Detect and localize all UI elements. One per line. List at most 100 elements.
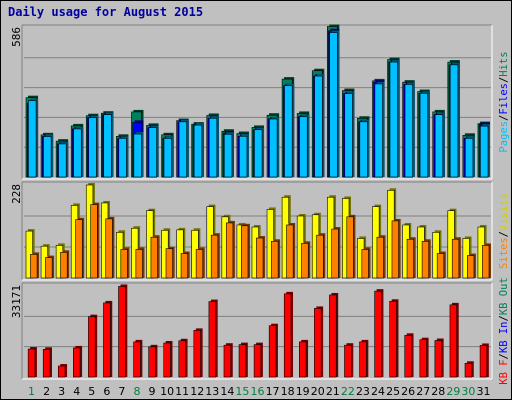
bar-kbf-day-6 bbox=[103, 302, 111, 378]
bar-kbf-day-16 bbox=[253, 344, 262, 378]
bar-pages-day-15 bbox=[239, 136, 248, 178]
bar-sites-day-25 bbox=[391, 220, 399, 279]
bar-sites-day-4 bbox=[75, 219, 83, 279]
bar-kbf-day-23 bbox=[359, 341, 367, 378]
day-label: 8 bbox=[133, 385, 140, 398]
series-label-part: KB Out bbox=[498, 277, 510, 315]
bar-kbf-day-26 bbox=[404, 335, 412, 378]
chart-title: Daily usage for August 2015 bbox=[8, 5, 203, 19]
day-label: 20 bbox=[311, 385, 325, 398]
day-label: 29 bbox=[446, 385, 460, 398]
day-label: 3 bbox=[58, 385, 65, 398]
day-label: 11 bbox=[175, 385, 189, 398]
bar-kbf-day-24 bbox=[374, 290, 382, 378]
bar-kbf-day-30 bbox=[464, 362, 473, 378]
bar-sites-day-18 bbox=[286, 224, 294, 279]
bar-sites-day-3 bbox=[60, 252, 68, 279]
bar-sites-day-9 bbox=[150, 236, 158, 279]
bar-pages-day-12 bbox=[193, 124, 203, 178]
bar-sites-day-28 bbox=[436, 253, 445, 279]
bar-pages-day-6 bbox=[103, 114, 112, 178]
day-label: 30 bbox=[461, 385, 475, 398]
day-label: 16 bbox=[251, 385, 265, 398]
bar-kbf-day-28 bbox=[434, 340, 442, 378]
bar-kbf-day-18 bbox=[283, 293, 292, 378]
bar-pages-day-31 bbox=[480, 125, 489, 178]
bar-kbf-day-14 bbox=[223, 344, 232, 378]
day-label: 7 bbox=[118, 385, 125, 398]
bar-pages-day-1 bbox=[28, 100, 37, 178]
day-label: 23 bbox=[356, 385, 370, 398]
bar-pages-day-9 bbox=[148, 127, 157, 178]
day-label: 28 bbox=[431, 385, 445, 398]
series-label-part: / bbox=[498, 115, 510, 121]
bar-pages-day-29 bbox=[449, 64, 459, 178]
bar-kbf-day-25 bbox=[389, 300, 397, 378]
series-label-part: Visits bbox=[498, 193, 510, 231]
bar-kbf-day-2 bbox=[42, 348, 51, 378]
day-label: 2 bbox=[43, 385, 50, 398]
day-label: 17 bbox=[266, 385, 280, 398]
bar-kbf-day-8 bbox=[133, 341, 141, 378]
day-label: 31 bbox=[476, 385, 490, 398]
bar-sites-day-13 bbox=[210, 234, 219, 279]
day-label: 12 bbox=[190, 385, 204, 398]
bar-kbf-day-20 bbox=[314, 308, 322, 378]
day-label: 22 bbox=[341, 385, 355, 398]
bar-kbf-day-7 bbox=[118, 286, 126, 378]
bar-sites-day-21 bbox=[331, 228, 339, 279]
bar-sites-day-11 bbox=[180, 253, 189, 279]
bar-pages-day-26 bbox=[404, 84, 413, 178]
series-label-bottom: KB F/KB In/KB Out bbox=[498, 277, 510, 385]
bar-pages-day-18 bbox=[284, 85, 293, 178]
bar-sites-day-20 bbox=[316, 234, 324, 279]
bar-pages-day-17 bbox=[269, 118, 278, 178]
bar-kbf-day-10 bbox=[163, 342, 171, 378]
bar-pages-day-28 bbox=[434, 114, 444, 178]
bar-kbf-day-4 bbox=[73, 347, 81, 378]
bar-pages-day-20 bbox=[314, 75, 323, 178]
bar-sites-day-17 bbox=[271, 240, 279, 279]
bar-kbf-day-13 bbox=[208, 301, 216, 378]
day-label: 14 bbox=[220, 385, 234, 398]
day-label: 27 bbox=[416, 385, 430, 398]
bar-sites-day-12 bbox=[195, 249, 204, 279]
bar-kbf-day-15 bbox=[238, 344, 247, 378]
bar-pages-day-11 bbox=[178, 121, 188, 178]
bar-kbf-day-21 bbox=[329, 294, 337, 378]
bar-sites-day-10 bbox=[165, 248, 173, 279]
axis-max-label-bottom: 33171 bbox=[10, 285, 23, 318]
day-label: 13 bbox=[205, 385, 219, 398]
bar-kbf-day-17 bbox=[268, 325, 277, 378]
bar-pages-day-2 bbox=[43, 136, 52, 178]
series-label-part: Hits bbox=[498, 51, 510, 76]
bar-kbf-day-11 bbox=[178, 340, 186, 378]
series-label-top: Pages/Files/Hits bbox=[498, 51, 510, 152]
day-label: 15 bbox=[235, 385, 249, 398]
day-label: 10 bbox=[160, 385, 174, 398]
day-label: 1 bbox=[28, 385, 35, 398]
bar-pages-day-7 bbox=[118, 138, 127, 178]
bar-sites-day-6 bbox=[105, 218, 113, 279]
series-label-part: Sites bbox=[498, 237, 510, 269]
bar-sites-day-5 bbox=[90, 204, 98, 279]
day-label: 21 bbox=[326, 385, 340, 398]
bar-sites-day-30 bbox=[466, 255, 475, 279]
bar-pages-day-4 bbox=[73, 128, 82, 178]
bar-kbf-day-29 bbox=[449, 304, 458, 378]
series-label-part: Files bbox=[498, 83, 510, 115]
bar-sites-day-22 bbox=[346, 216, 354, 279]
bar-sites-day-16 bbox=[256, 237, 264, 279]
series-label-part: / bbox=[498, 77, 510, 83]
bar-kbf-day-5 bbox=[88, 316, 96, 378]
bar-pages-day-3 bbox=[58, 143, 67, 178]
bar-kbf-day-22 bbox=[344, 344, 352, 378]
day-label: 6 bbox=[103, 385, 110, 398]
bar-sites-day-23 bbox=[361, 249, 369, 279]
axis-max-label-middle: 228 bbox=[10, 184, 23, 204]
bar-sites-day-31 bbox=[482, 245, 490, 279]
day-label: 19 bbox=[296, 385, 310, 398]
day-label: 4 bbox=[73, 385, 80, 398]
